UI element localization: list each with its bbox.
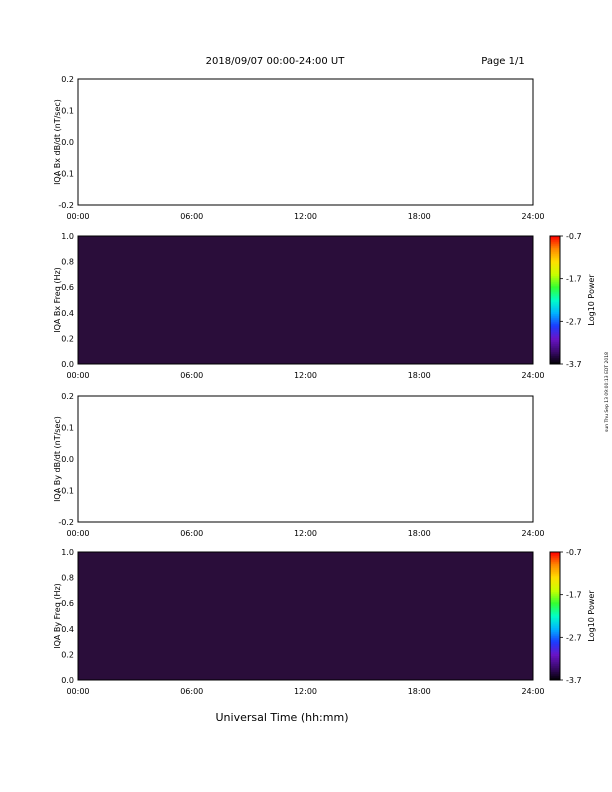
- panel-frame: [77, 78, 534, 206]
- y-tick-label: 1.0: [61, 232, 74, 241]
- y-tick-label: 0.4: [61, 309, 74, 318]
- y-tick-label: -0.2: [58, 201, 74, 210]
- x-tick-label: 00:00: [66, 212, 89, 221]
- page-number: Page 1/1: [481, 56, 524, 67]
- bx-dbdt-panel: -0.2 -0.1 0.0 0.1 0.2 00:00 06:00 12:00 18:00 24:…: [53, 75, 545, 221]
- y-axis-label: IQA Bx Freq (Hz): [53, 267, 62, 333]
- y-tick-label: 0.2: [61, 75, 74, 84]
- y-tick-label: 0.8: [61, 258, 74, 267]
- x-tick-label: 24:00: [521, 212, 544, 221]
- x-tick-label: 06:00: [180, 371, 203, 380]
- x-tick-label: 06:00: [180, 212, 203, 221]
- y-tick-label: 0.0: [61, 360, 74, 369]
- x-tick-label: 18:00: [408, 212, 431, 221]
- y-tick-label: 0.0: [61, 138, 74, 147]
- y-tick-label: 0.2: [61, 334, 74, 343]
- x-tick-label: 18:00: [408, 371, 431, 380]
- x-tick-label: 12:00: [294, 212, 317, 221]
- page-title: 2018/09/07 00:00-24:00 UT: [206, 56, 346, 67]
- bx-spectrogram-panel: 0.0 0.2 0.4 0.6 0.8 1.0 00:00 06:00 12:00 18:00 24…: [53, 232, 545, 380]
- y-tick-label: 0.6: [61, 283, 74, 292]
- x-tick-label: 00:00: [66, 371, 89, 380]
- y-tick-label: -0.1: [58, 170, 74, 179]
- y-axis-label: IQA Bx dB/dt (nT/sec): [53, 99, 62, 185]
- y-tick-label: 0.1: [61, 107, 74, 116]
- x-tick-label: 24:00: [521, 371, 544, 380]
- x-tick-label: 12:00: [294, 371, 317, 380]
